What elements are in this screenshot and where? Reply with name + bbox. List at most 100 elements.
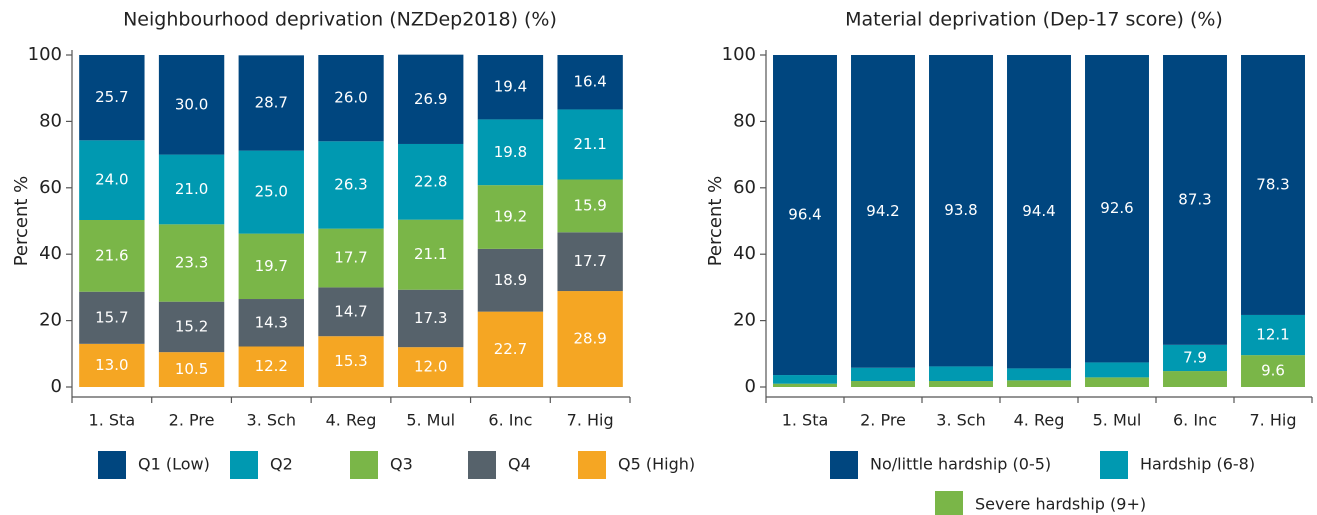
legend-swatch (830, 451, 858, 479)
bar-segment (238, 346, 304, 387)
y-tick-label: 80 (733, 110, 756, 131)
y-tick-label: 40 (733, 243, 756, 264)
bar-segment (79, 343, 145, 387)
bar-segment (1241, 55, 1305, 315)
bar-segment (557, 232, 623, 292)
bar-segment (158, 352, 225, 387)
data-label: 10.5 (175, 360, 208, 378)
bar-segment (318, 336, 384, 387)
bar-segment (158, 301, 225, 353)
bar-segment (773, 55, 837, 376)
bar-segment (557, 179, 623, 233)
bar-segment (477, 185, 544, 249)
bar-segment (1163, 55, 1227, 345)
y-tick-label: 40 (39, 243, 62, 264)
bar-segment (851, 55, 915, 368)
data-label: 78.3 (1256, 175, 1289, 193)
bar-segment (1163, 344, 1227, 372)
bar-segment (238, 299, 304, 347)
bar-segment (851, 367, 915, 382)
legend-label: Q2 (270, 455, 293, 474)
x-tick-label: 4. Reg (1014, 411, 1065, 430)
y-tick-label: 80 (39, 110, 62, 131)
bar-segment (398, 143, 464, 220)
bar-segment (158, 224, 225, 302)
data-label: 21.1 (573, 135, 606, 153)
x-tick-label: 1. Sta (782, 411, 829, 430)
data-label: 14.7 (334, 302, 367, 320)
y-tick-label: 100 (28, 44, 62, 65)
x-tick-label: 3. Sch (936, 411, 985, 430)
bar-segment (79, 55, 145, 141)
legend-swatch (468, 451, 496, 479)
x-tick-label: 7. Hig (567, 411, 614, 430)
bar-segment (929, 55, 993, 367)
data-label: 28.7 (255, 93, 288, 111)
y-tick-label: 0 (51, 376, 62, 397)
data-label: 16.4 (573, 73, 606, 91)
bar-segment (79, 140, 145, 221)
bar-segment (773, 375, 837, 384)
bar-segment (398, 54, 464, 144)
data-label: 94.4 (1022, 202, 1055, 220)
bar-segment (851, 381, 915, 387)
bar-segment (477, 119, 544, 186)
bar-segment (557, 291, 623, 387)
x-tick-label: 1. Sta (89, 411, 136, 430)
x-tick-label: 6. Inc (488, 411, 532, 430)
data-label: 87.3 (1178, 190, 1211, 208)
bar-segment (477, 311, 544, 387)
data-label: 26.3 (334, 175, 367, 193)
bar-segment (1085, 377, 1149, 387)
y-tick-label: 0 (745, 376, 756, 397)
data-label: 12.1 (1256, 326, 1289, 344)
data-label: 13.0 (95, 356, 128, 374)
bar-segment (398, 289, 464, 348)
data-label: 19.8 (494, 143, 527, 161)
data-label: 23.3 (175, 253, 208, 271)
legend-label: Q1 (Low) (138, 455, 210, 474)
data-label: 93.8 (944, 201, 977, 219)
legend-swatch (350, 451, 378, 479)
data-label: 17.3 (414, 309, 447, 327)
bar-segment (1085, 55, 1149, 363)
data-label: 96.4 (788, 206, 821, 224)
bar-segment (398, 219, 464, 290)
data-label: 19.4 (494, 78, 527, 96)
y-tick-label: 60 (733, 177, 756, 198)
legend-label: No/little hardship (0-5) (870, 455, 1051, 474)
data-label: 19.7 (255, 257, 288, 275)
bar-segment (1007, 368, 1071, 381)
data-label: 15.2 (175, 317, 208, 335)
bar-segment (79, 291, 145, 344)
legend-label: Q4 (508, 455, 531, 474)
bar-segment (557, 55, 623, 110)
data-label: 15.7 (95, 308, 128, 326)
bar-segment (158, 154, 225, 225)
y-axis-label: Percent % (11, 176, 32, 267)
data-label: 21.0 (175, 180, 208, 198)
legend-label: Q5 (High) (618, 455, 695, 474)
data-label: 9.6 (1261, 362, 1285, 380)
legend-swatch (1100, 451, 1128, 479)
data-label: 26.9 (414, 90, 447, 108)
bar-segment (1007, 380, 1071, 387)
data-label: 94.2 (866, 202, 899, 220)
data-label: 18.9 (494, 271, 527, 289)
bar-segment (773, 383, 837, 387)
data-label: 14.3 (255, 313, 288, 331)
bar-segment (1007, 55, 1071, 369)
data-label: 30.0 (175, 95, 208, 113)
data-label: 17.7 (334, 249, 367, 267)
bar-segment (1241, 355, 1305, 387)
legend-swatch (935, 491, 963, 515)
legend-label: Q3 (390, 455, 413, 474)
bar-segment (318, 287, 384, 337)
bar-segment (477, 55, 544, 120)
data-label: 15.3 (334, 352, 367, 370)
data-label: 24.0 (95, 171, 128, 189)
bar-segment (238, 150, 304, 234)
bar-segment (929, 366, 993, 382)
data-label: 17.7 (573, 252, 606, 270)
data-label: 25.0 (255, 183, 288, 201)
